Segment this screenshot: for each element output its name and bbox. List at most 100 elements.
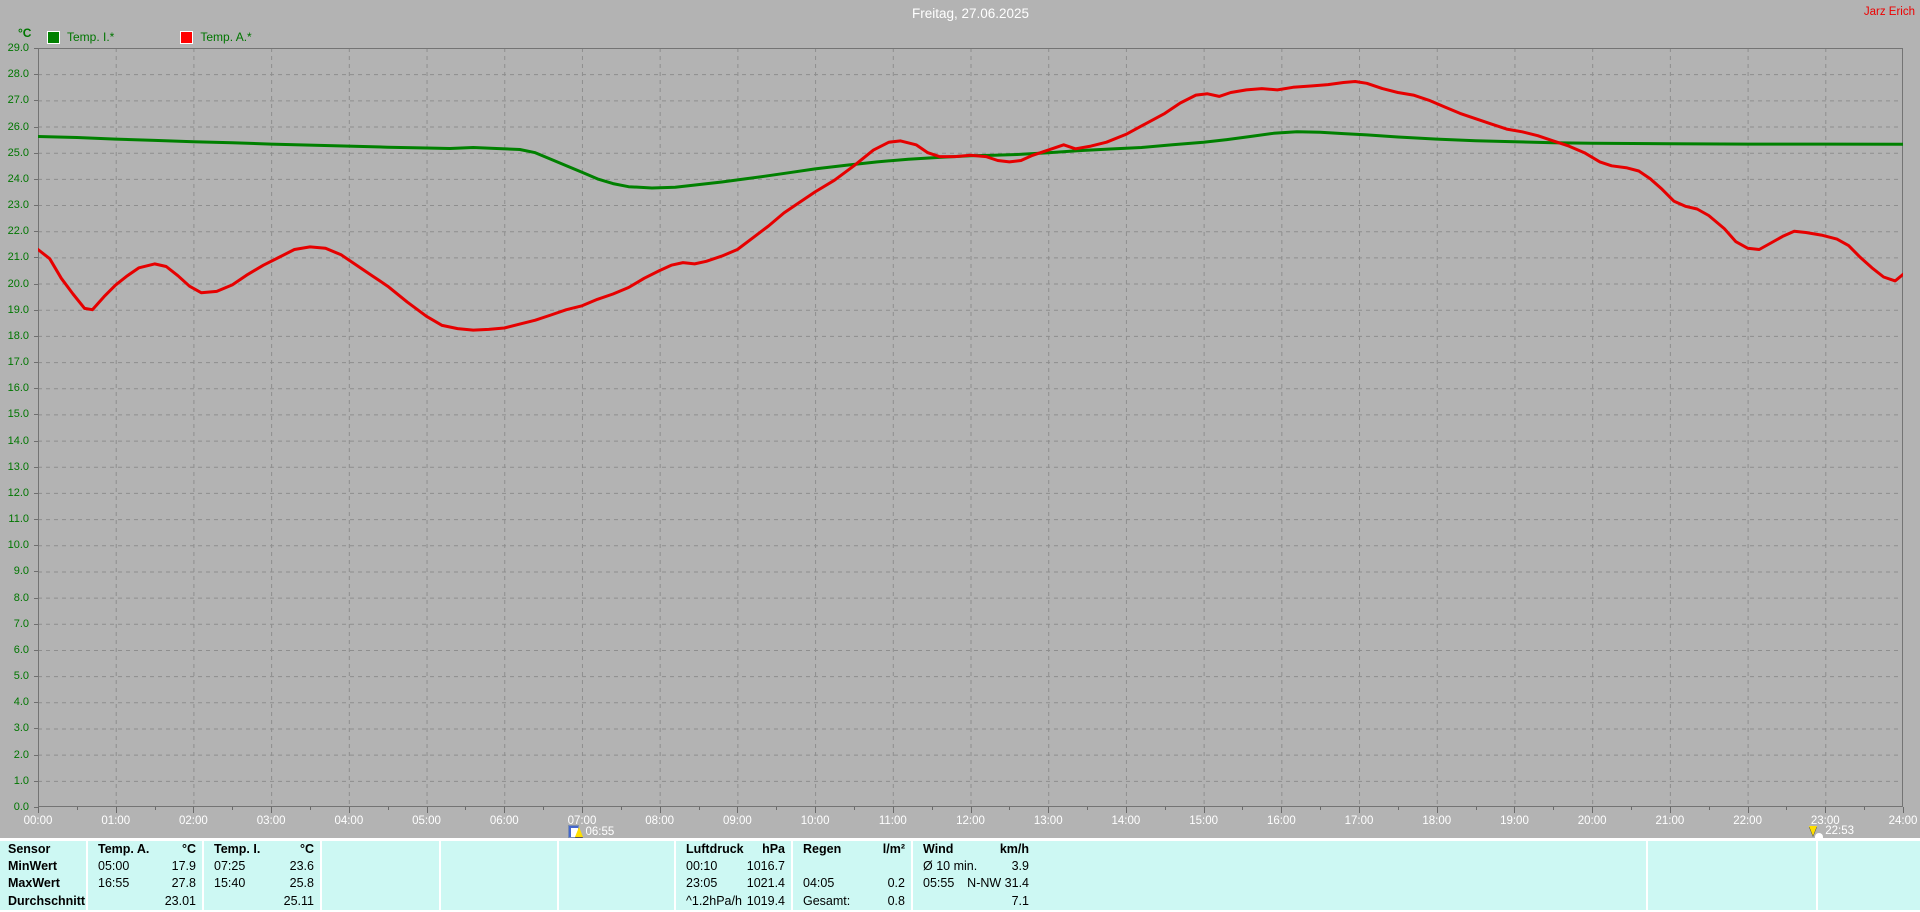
y-tick-label: 11.0: [8, 513, 29, 526]
x-tick-mark: [1592, 807, 1594, 813]
table-value-row: 05:00 17.9: [88, 858, 202, 875]
x-minor-tick-mark: [543, 807, 545, 810]
x-tick-mark: [1048, 807, 1050, 813]
x-tick-mark: [815, 807, 817, 813]
y-axis-unit-label: °C: [18, 26, 32, 40]
column-title: Luftdruck: [686, 842, 744, 856]
x-minor-tick-mark: [1009, 807, 1011, 810]
value-number: 1021.4: [746, 876, 785, 891]
y-tick-mark: [34, 100, 38, 102]
y-tick-label: 21.0: [7, 251, 29, 264]
y-tick-mark: [34, 807, 38, 808]
y-tick-mark: [34, 362, 38, 364]
column-title: Regen: [803, 842, 842, 856]
x-minor-tick-mark: [1553, 807, 1555, 810]
x-minor-tick-mark: [620, 807, 622, 810]
x-tick-mark: [1903, 807, 1904, 813]
x-minor-tick-mark: [1164, 807, 1166, 810]
column-title: Wind: [923, 842, 954, 856]
value-number: 7.1: [1011, 893, 1029, 908]
value-time: 00:10: [686, 859, 718, 874]
x-tick-label: 10:00: [800, 815, 830, 827]
x-tick-mark: [581, 807, 583, 813]
x-tick-label: 21:00: [1655, 815, 1685, 827]
x-tick-mark: [1747, 807, 1749, 813]
value-number: 25.8: [289, 876, 314, 891]
x-minor-tick-mark: [1864, 807, 1866, 810]
x-tick-label: 00:00: [23, 815, 53, 827]
y-tick-mark: [34, 257, 38, 259]
x-tick-label: 05:00: [412, 815, 441, 827]
x-minor-tick-mark: [309, 807, 311, 810]
value-time: Ø 10 min.: [923, 859, 978, 874]
y-tick-mark: [34, 388, 38, 390]
value-number: 1016.7: [746, 859, 785, 874]
x-tick-label: 06:00: [489, 815, 519, 827]
x-minor-tick-mark: [776, 807, 778, 810]
table-header-row: Temp. A. °C: [88, 841, 202, 858]
value-number: 0.2: [887, 876, 905, 891]
value-number: 23.6: [289, 859, 314, 874]
y-tick-label: 26.0: [7, 120, 29, 133]
stats-table: Sensor MinWert MaxWert Durchschnitt Temp. A.…: [0, 838, 1920, 912]
column-unit: l/m²: [882, 842, 905, 856]
y-tick-label: 12.0: [7, 486, 29, 499]
y-axis-labels: 29.0 28.0 27.0 26.0 25.0 24.0 23.0 22.0 21.0 20.0…: [0, 42, 38, 818]
table-header-row: Luftdruck hPa: [676, 841, 791, 858]
y-tick-label: 5.0: [13, 670, 29, 683]
table-value-row: 05:55 N-NW 31.4: [913, 875, 1035, 892]
value-time: Gesamt:: [803, 893, 851, 908]
y-tick-mark: [34, 178, 38, 180]
value-time: 23:05: [686, 876, 718, 891]
x-minor-tick-mark: [1320, 807, 1322, 810]
x-minor-tick-mark: [387, 807, 389, 810]
x-minor-tick-mark: [1397, 807, 1399, 810]
y-tick-mark: [34, 231, 38, 233]
y-tick-mark: [34, 126, 38, 128]
x-tick-mark: [115, 807, 117, 813]
x-minor-tick-mark: [76, 807, 78, 810]
y-tick-mark: [34, 702, 38, 704]
y-tick-label: 15.0: [7, 408, 29, 421]
x-tick-mark: [1825, 807, 1827, 813]
y-tick-label: 22.0: [7, 225, 29, 238]
value-number: 1019.4: [746, 893, 785, 908]
x-tick-label: 03:00: [256, 815, 286, 827]
y-tick-mark: [34, 519, 38, 521]
y-tick-label: 9.0: [13, 565, 29, 578]
table-row-label: Sensor: [8, 842, 51, 856]
y-tick-mark: [34, 48, 38, 49]
value-number: 25.11: [283, 893, 314, 908]
table-value-row: 25.11: [204, 893, 320, 910]
table-header-row: Wind km/h: [913, 841, 1035, 858]
x-tick-label: 01:00: [101, 815, 131, 827]
event-marker: 06:55: [568, 825, 614, 838]
x-tick-label: 12:00: [956, 815, 985, 827]
temperature-chart: [36, 48, 1905, 807]
x-minor-tick-mark: [931, 807, 933, 810]
table-value-row: 00:10 1016.7: [676, 858, 791, 875]
y-tick-label: 6.0: [13, 643, 29, 656]
temp-a-line: [36, 80, 1905, 332]
chart-title: Freitag, 27.06.2025: [911, 6, 1030, 21]
y-tick-mark: [34, 597, 38, 599]
table-header-row: Temp. I. °C: [204, 841, 320, 858]
legend-swatch-temp-i-icon: [47, 30, 60, 44]
column-unit: km/h: [999, 842, 1029, 856]
table-row-label: MaxWert: [8, 876, 60, 891]
table-cell-empty-10: [1818, 841, 1920, 910]
mini-report-icon: [1815, 833, 1824, 839]
table-cell-content: Temp. A. °C 05:00 17.9 16:55 27.8 23.01: [88, 841, 202, 910]
table-cell-content: Temp. I. °C 07:25 23.6 15:40 25.8 25.11: [204, 841, 320, 910]
y-tick-mark: [34, 466, 38, 468]
x-tick-mark: [348, 807, 350, 813]
x-tick-mark: [1514, 807, 1516, 813]
table-value-row: Gesamt: 0.8: [793, 893, 911, 910]
x-tick-label: 02:00: [179, 815, 208, 827]
x-tick-label: 18:00: [1422, 815, 1452, 827]
x-tick-mark: [193, 807, 195, 813]
y-tick-mark: [34, 440, 38, 442]
y-tick-mark: [34, 283, 38, 285]
x-tick-label: 19:00: [1500, 815, 1529, 827]
